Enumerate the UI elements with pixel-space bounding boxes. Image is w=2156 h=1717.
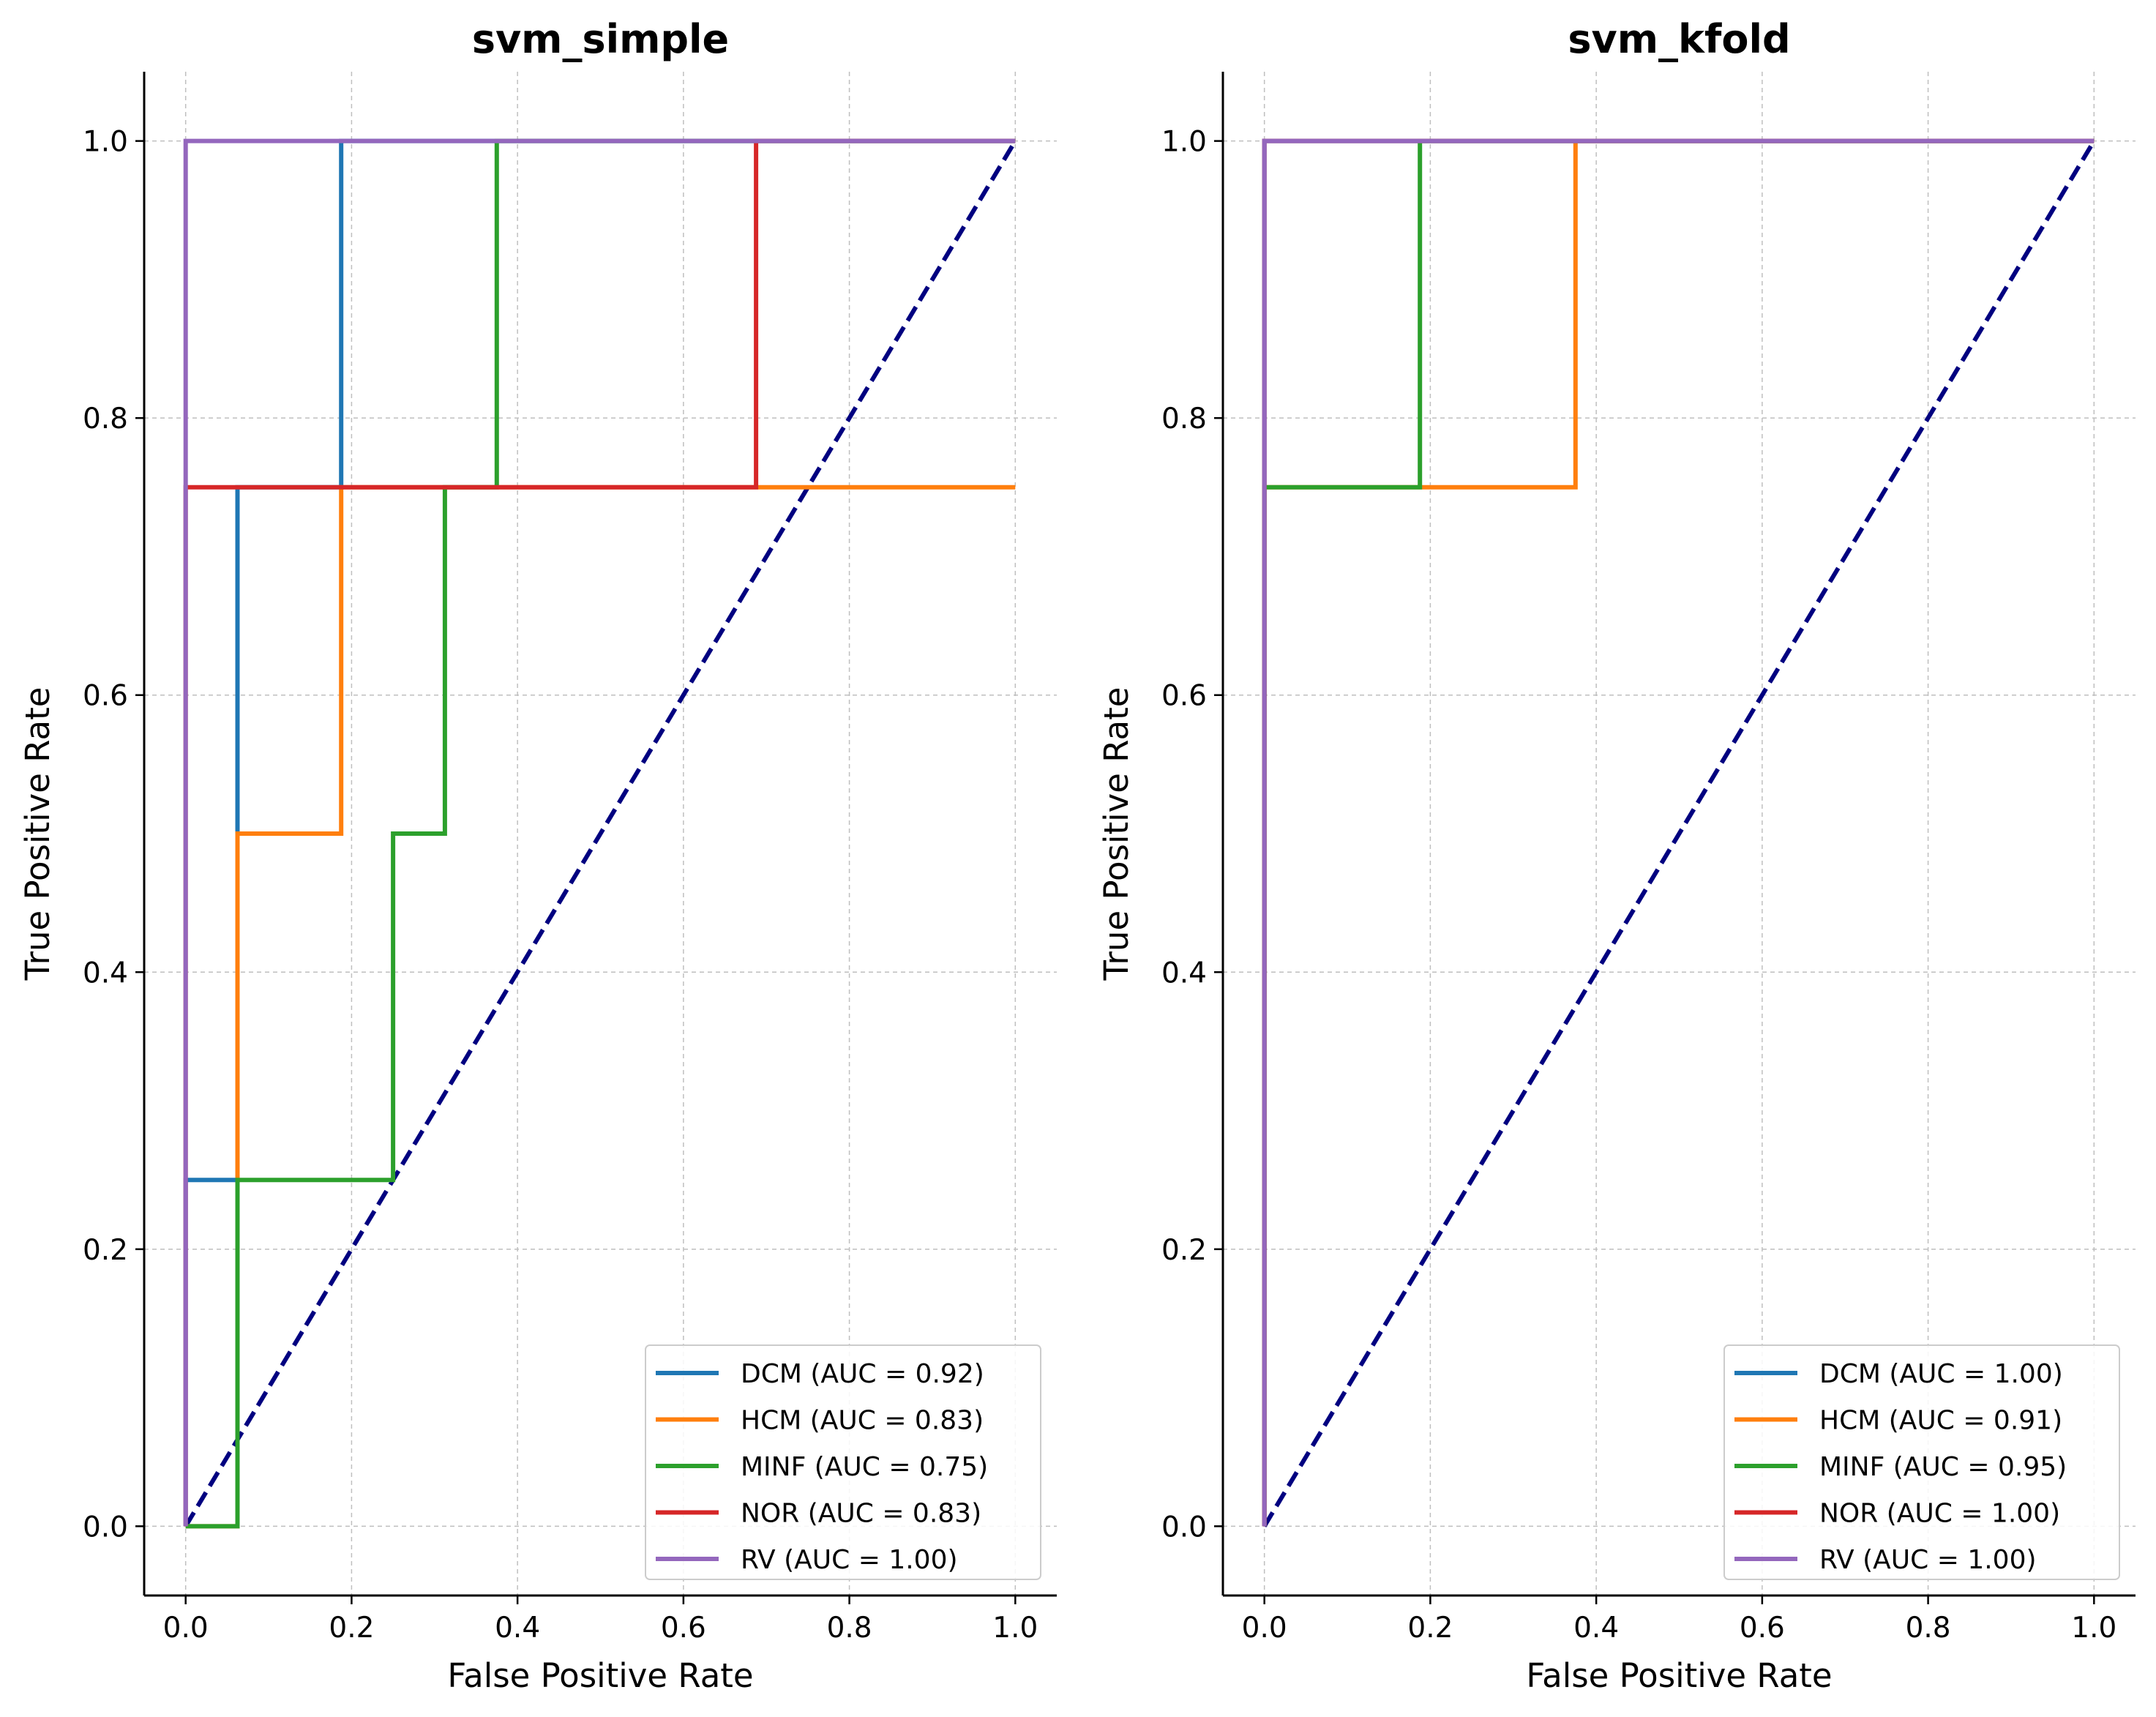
y-tick-label: 1.0 — [83, 126, 128, 159]
legend-label: DCM (AUC = 0.92) — [741, 1359, 984, 1389]
y-tick-label: 1.0 — [1161, 126, 1207, 159]
panel-1-title: svm_simple — [472, 16, 729, 62]
panel-2-chance-line — [1262, 140, 2096, 1527]
y-tick-label: 0.2 — [83, 1234, 128, 1267]
panel-1-series-rv-line — [183, 138, 1016, 1527]
panel-1-chance-line — [184, 140, 1017, 1527]
y-tick-label: 0.8 — [83, 403, 128, 435]
legend-label: NOR (AUC = 0.83) — [741, 1499, 981, 1529]
x-tick-label: 0.8 — [827, 1612, 872, 1645]
y-tick-label: 0.4 — [83, 957, 128, 990]
panel-2-x-axis-label: False Positive Rate — [1526, 1656, 1832, 1695]
panel-2-y-axis-label: True Positive Rate — [1097, 687, 1136, 981]
legend-label: HCM (AUC = 0.91) — [1819, 1406, 2062, 1436]
legend-frame — [645, 1344, 1041, 1580]
x-tick-label: 0.2 — [1407, 1612, 1453, 1645]
panel-2-title: svm_kfold — [1568, 16, 1790, 62]
panel-1-legend: DCM (AUC = 0.92) HCM (AUC = 0.83) MINF (AU… — [645, 1344, 1041, 1580]
x-tick-label: 0.4 — [495, 1612, 540, 1645]
y-tick-label: 0.0 — [1161, 1511, 1207, 1544]
x-tick-label: 0.8 — [1906, 1612, 1951, 1645]
panel-1-series-minf-line — [185, 138, 1016, 1529]
panel-1-x-axis-label: False Positive Rate — [447, 1656, 753, 1695]
x-tick-label: 0.6 — [1740, 1612, 1785, 1645]
panel-1-y-axis-label: True Positive Rate — [18, 687, 57, 981]
legend-frame — [1723, 1344, 2120, 1580]
x-tick-label: 0.0 — [1242, 1612, 1287, 1645]
legend-label: RV (AUC = 1.00) — [741, 1545, 958, 1575]
panel-1: 0.0 0.2 0.4 0.6 0.8 1.0 0.0 0.2 0.4 0.6 0.8 1.0 svm_… — [18, 16, 1057, 1695]
panel-2-legend: DCM (AUC = 1.00) HCM (AUC = 0.91) MINF (AU… — [1723, 1344, 2120, 1580]
y-tick-label: 0.6 — [83, 680, 128, 713]
y-tick-label: 0.8 — [1161, 403, 1207, 435]
legend-label: MINF (AUC = 0.75) — [741, 1452, 988, 1482]
legend-label: DCM (AUC = 1.00) — [1819, 1359, 2063, 1389]
x-tick-label: 0.0 — [163, 1612, 209, 1645]
legend-label: NOR (AUC = 1.00) — [1819, 1499, 2060, 1529]
x-tick-label: 0.4 — [1573, 1612, 1619, 1645]
legend-label: HCM (AUC = 0.83) — [741, 1406, 984, 1436]
x-tick-label: 1.0 — [992, 1612, 1038, 1645]
panel-2: 0.0 0.2 0.4 0.6 0.8 1.0 0.0 0.2 0.4 0.6 0.8 1.0 svm_… — [1097, 16, 2136, 1695]
y-tick-label: 0.0 — [83, 1511, 128, 1544]
x-tick-label: 1.0 — [2071, 1612, 2116, 1645]
y-tick-label: 0.4 — [1161, 957, 1207, 990]
y-tick-label: 0.6 — [1161, 680, 1207, 713]
x-tick-label: 0.2 — [329, 1612, 374, 1645]
legend-label: MINF (AUC = 0.95) — [1819, 1452, 2067, 1482]
panel-2-series-rv-line — [1262, 138, 2095, 1527]
x-tick-label: 0.6 — [661, 1612, 706, 1645]
legend-label: RV (AUC = 1.00) — [1819, 1545, 2037, 1575]
y-tick-label: 0.2 — [1161, 1234, 1207, 1267]
